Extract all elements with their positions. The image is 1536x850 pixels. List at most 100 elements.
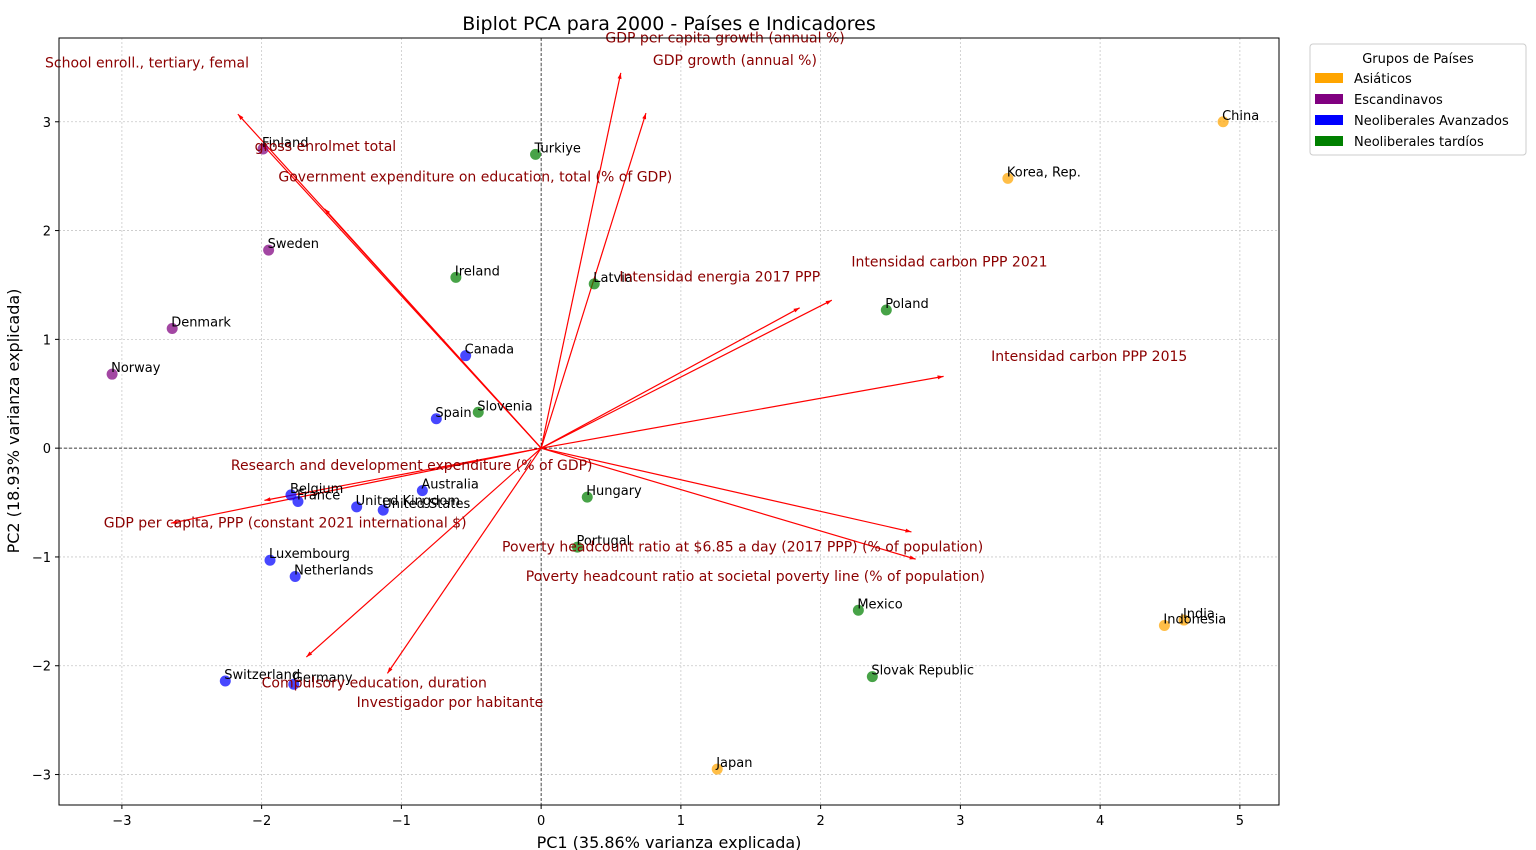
vector-arrowhead <box>306 651 313 658</box>
x-tick-label: −2 <box>252 814 271 829</box>
vector-arrowhead <box>909 555 916 560</box>
y-tick-label: 0 <box>43 442 51 457</box>
vector-arrowhead <box>905 528 912 533</box>
x-tick-label: −1 <box>392 814 411 829</box>
point-label-mexico: Mexico <box>857 597 902 612</box>
point-slovak-republic <box>866 671 878 683</box>
legend-label-asiaticos: Asiáticos <box>1354 72 1412 87</box>
vector-intensidad-energia-2017-ppp <box>540 307 800 449</box>
point-indonesia <box>1158 619 1170 631</box>
vector-compulsory-education-duration <box>305 447 542 658</box>
point-label-france: France <box>297 488 340 503</box>
point-spain <box>430 413 442 425</box>
vector-intensidad-carbon-ppp-2021 <box>540 299 833 449</box>
vector-government-expenditure-on-education-total-of-gdp <box>324 208 542 449</box>
point-united-states <box>377 504 389 516</box>
point-hungary <box>581 491 593 503</box>
point-denmark <box>166 322 178 334</box>
point-label-turkiye: Turkiye <box>534 141 581 156</box>
y-tick-label: 2 <box>43 225 51 240</box>
point-australia <box>416 485 428 497</box>
point-finland <box>257 143 269 155</box>
vector-arrowhead <box>937 375 944 380</box>
point-japan <box>711 763 723 775</box>
x-axis-ticks: −3 −2 −1 0 1 2 3 4 5 <box>112 805 1244 829</box>
legend-swatch-neoliberales-tardios <box>1315 136 1343 146</box>
point-label-slovenia: Slovenia <box>477 399 532 414</box>
grid-lines <box>59 38 1279 805</box>
point-slovenia <box>472 406 484 418</box>
zero-lines <box>59 38 1279 805</box>
legend-label-neoliberales-avanzados: Neoliberales Avanzados <box>1354 114 1509 129</box>
vector-arrowhead <box>264 497 271 502</box>
point-label-finland: Finland <box>262 136 308 151</box>
legend-box <box>1309 43 1527 156</box>
point-label-spain: Spain <box>435 406 471 421</box>
vector-research-and-development-expenditure-of-gdp <box>264 447 542 501</box>
point-belgium <box>285 489 297 501</box>
legend-label-neoliberales-tardios: Neoliberales tardíos <box>1354 135 1484 150</box>
point-label-germany: Germany <box>293 671 353 686</box>
vector-arrowhead <box>793 307 800 313</box>
legend-swatch-neoliberales-avanzados <box>1315 115 1343 125</box>
x-tick-label: −3 <box>112 814 131 829</box>
vector-intensidad-carbon-ppp-2015 <box>541 375 944 449</box>
point-france <box>292 495 304 507</box>
vector-label-compulsory-education-duration: Compulsory education, duration <box>262 676 487 692</box>
legend: Grupos de Países Asiáticos Escandinavos … <box>1309 43 1527 156</box>
point-label-canada: Canada <box>465 343 514 358</box>
legend-swatch-asiaticos <box>1315 73 1343 83</box>
point-mexico <box>852 604 864 616</box>
y-tick-label: −3 <box>32 769 51 784</box>
point-label-denmark: Denmark <box>171 315 231 330</box>
vector-arrowhead <box>237 114 244 120</box>
y-axis-title: PC2 (18.93% varianza explicada) <box>4 289 23 554</box>
point-label-korea-rep: Korea, Rep. <box>1007 165 1081 180</box>
point-label-switzerland: Switzerland <box>224 668 300 683</box>
point-canada <box>460 350 472 362</box>
vector-label-intensidad-energia-2017-ppp: Intensidad energia 2017 PPP <box>619 270 820 286</box>
vector-label-poverty-headcount-ratio-at-6-85-a-day-2017-ppp-of-population: Poverty headcount ratio at $6.85 a day (… <box>502 540 983 556</box>
point-label-belgium: Belgium <box>290 482 343 497</box>
vector-poverty-headcount-ratio-at-6-85-a-day-2017-ppp-of-population <box>540 447 912 533</box>
point-switzerland <box>219 675 231 687</box>
y-tick-label: −2 <box>32 660 51 675</box>
point-sweden <box>263 244 275 256</box>
point-label-poland: Poland <box>885 297 928 312</box>
point-united-kingdom <box>351 501 363 513</box>
vector-label-poverty-headcount-ratio-at-societal-poverty-line-of-population: Poverty headcount ratio at societal pove… <box>526 569 985 585</box>
point-label-ireland: Ireland <box>455 264 500 279</box>
vector-label-gdp-growth-annual: GDP growth (annual %) <box>653 53 817 69</box>
vector-label-school-enroll-tertiary-femal: School enroll., tertiary, femal <box>45 55 249 71</box>
point-korea-rep <box>1002 172 1014 184</box>
y-axis-ticks: −3 −2 −1 0 1 2 3 <box>32 116 59 784</box>
chart-title: Biplot PCA para 2000 - Países e Indicado… <box>462 13 876 35</box>
plot-frame <box>58 37 1280 806</box>
point-turkiye <box>530 148 542 160</box>
point-label-portugal: Portugal <box>576 534 630 549</box>
x-tick-label: 4 <box>1096 814 1104 829</box>
x-tick-label: 0 <box>537 814 545 829</box>
legend-title: Grupos de Países <box>1362 52 1474 67</box>
x-tick-label: 5 <box>1236 814 1244 829</box>
vector-arrowhead <box>642 113 647 120</box>
y-tick-label: 3 <box>43 116 51 131</box>
vector-label-intensidad-carbon-ppp-2021: Intensidad carbon PPP 2021 <box>851 254 1047 270</box>
point-label-united-states: United States <box>382 497 470 512</box>
point-label-india: India <box>1183 607 1215 622</box>
vector-gdp-per-capita-growth-annual <box>540 72 622 449</box>
vector-gdp-per-capita-ppp-constant-2021-international <box>170 447 542 524</box>
vector-label-investigador-por-habitante: Investigador por habitante <box>357 695 544 711</box>
point-label-china: China <box>1222 109 1259 124</box>
point-label-hungary: Hungary <box>586 484 642 499</box>
point-label-luxembourg: Luxembourg <box>269 547 350 562</box>
point-label-slovak-republic: Slovak Republic <box>871 664 974 679</box>
point-norway <box>106 368 118 380</box>
vector-investigador-por-habitante <box>386 447 542 674</box>
x-tick-label: 2 <box>816 814 824 829</box>
point-germany <box>288 678 300 690</box>
vector-arrowhead <box>387 667 393 674</box>
point-portugal <box>571 541 583 553</box>
point-label-sweden: Sweden <box>268 237 319 252</box>
